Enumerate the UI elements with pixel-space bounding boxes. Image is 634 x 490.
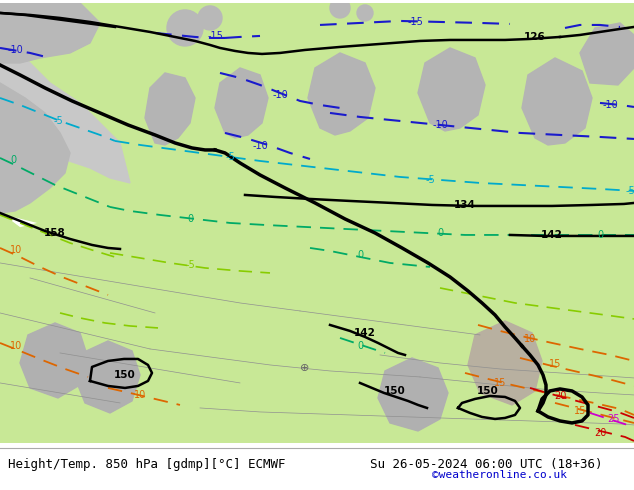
Circle shape <box>330 0 350 18</box>
Text: -10: -10 <box>432 120 448 130</box>
Polygon shape <box>378 358 448 431</box>
Text: -5: -5 <box>185 260 195 270</box>
Text: -15: -15 <box>207 31 223 41</box>
Polygon shape <box>0 213 634 443</box>
Text: 15: 15 <box>494 378 506 388</box>
Text: 25: 25 <box>608 414 620 424</box>
Text: 20: 20 <box>594 428 606 438</box>
Text: -10: -10 <box>602 100 618 110</box>
Text: 142: 142 <box>541 230 563 240</box>
Text: -5: -5 <box>625 186 634 196</box>
Text: 158: 158 <box>44 228 66 238</box>
Text: 0: 0 <box>10 155 16 165</box>
Text: 150: 150 <box>384 386 406 396</box>
Polygon shape <box>580 23 634 85</box>
Circle shape <box>198 6 222 30</box>
Polygon shape <box>522 58 592 145</box>
Text: 10: 10 <box>10 245 22 255</box>
Polygon shape <box>0 3 634 203</box>
Text: 150: 150 <box>114 370 136 380</box>
Text: 0: 0 <box>357 250 363 260</box>
Text: Su 26-05-2024 06:00 UTC (18+36): Su 26-05-2024 06:00 UTC (18+36) <box>370 458 602 471</box>
Text: Height/Temp. 850 hPa [gdmp][°C] ECMWF: Height/Temp. 850 hPa [gdmp][°C] ECMWF <box>8 458 285 471</box>
Text: -15: -15 <box>407 17 423 27</box>
Text: -5: -5 <box>225 152 235 162</box>
Polygon shape <box>468 321 542 405</box>
Text: 142: 142 <box>354 328 376 338</box>
Text: 20: 20 <box>554 391 566 401</box>
Text: 15: 15 <box>574 406 586 416</box>
Text: 10: 10 <box>10 341 22 351</box>
Text: 10: 10 <box>524 334 536 344</box>
Text: -5: -5 <box>53 116 63 126</box>
Polygon shape <box>308 53 375 135</box>
Text: 0: 0 <box>187 214 193 224</box>
Text: ©weatheronline.co.uk: ©weatheronline.co.uk <box>432 470 567 480</box>
Polygon shape <box>0 3 130 183</box>
Circle shape <box>357 5 373 21</box>
Text: ⊕: ⊕ <box>301 363 309 373</box>
Text: -10: -10 <box>272 90 288 100</box>
Polygon shape <box>215 68 268 138</box>
Text: 10: 10 <box>134 390 146 400</box>
Text: 0: 0 <box>437 228 443 238</box>
Text: -10: -10 <box>8 45 23 55</box>
Text: 134: 134 <box>454 200 476 210</box>
Polygon shape <box>0 3 100 63</box>
Text: -5: -5 <box>425 175 435 185</box>
Text: 0: 0 <box>597 230 603 240</box>
Text: 15: 15 <box>549 359 561 369</box>
Polygon shape <box>20 323 88 398</box>
Text: -10: -10 <box>252 141 268 151</box>
Circle shape <box>167 10 203 46</box>
Polygon shape <box>418 48 485 131</box>
Text: 0: 0 <box>357 341 363 351</box>
Polygon shape <box>145 73 195 145</box>
Polygon shape <box>0 133 634 293</box>
Polygon shape <box>75 341 140 413</box>
Polygon shape <box>0 83 70 213</box>
Text: 150: 150 <box>477 386 499 396</box>
Text: 126: 126 <box>524 32 546 42</box>
